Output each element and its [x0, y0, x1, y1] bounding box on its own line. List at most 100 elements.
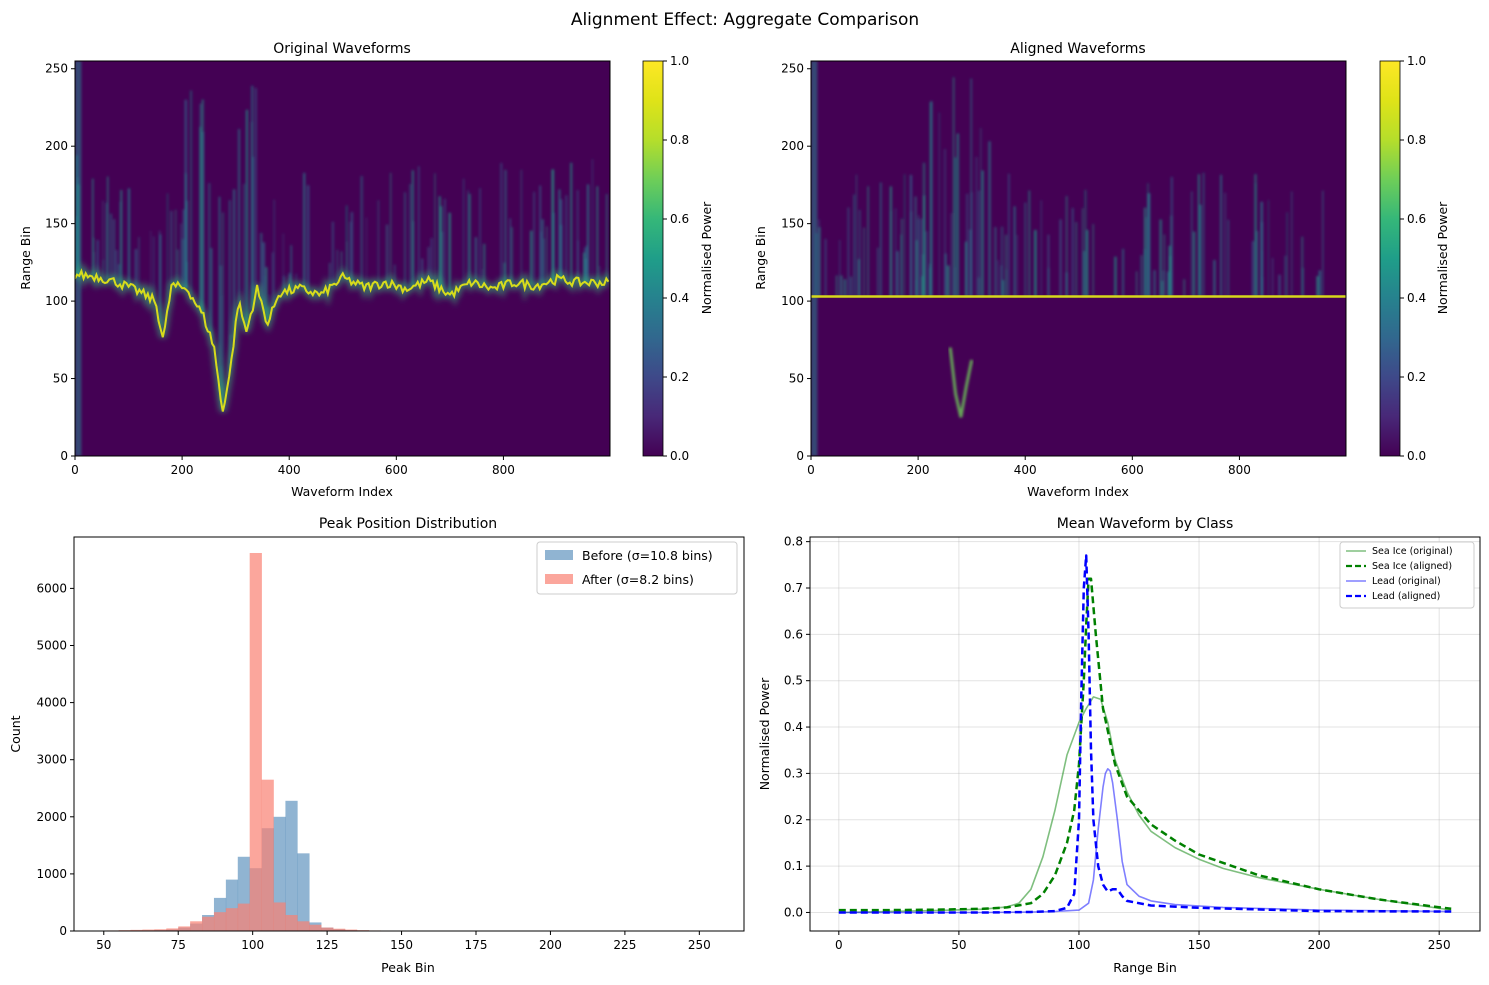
panel-mean-waveform-by-class: Mean Waveform by Class 0 50 100 150 200 250 0.…: [757, 516, 1481, 975]
legend-label-after: After (σ=8.2 bins): [582, 572, 694, 587]
panel-d-frame: [809, 536, 1481, 932]
heatmap-edge-column: [811, 61, 818, 456]
panel-b-heatmap-marks: [811, 61, 1346, 456]
panel-d-ylabel: Normalised Power: [757, 677, 772, 790]
figure-suptitle: Alignment Effect: Aggregate Comparison: [571, 10, 919, 30]
heatmap-ytick-label: 200: [781, 139, 804, 153]
histogram-xtick-label: 150: [390, 938, 413, 952]
heatmap-xtick-label: 200: [907, 463, 930, 477]
histogram-bar-after: [213, 912, 227, 931]
legend-label-seaice-aligned: Sea Ice (aligned): [1372, 561, 1452, 572]
histogram-bar-before: [285, 800, 298, 931]
heatmap-texture: [75, 61, 608, 456]
heatmap-texture: [811, 61, 1324, 456]
legend-label-lead-aligned: Lead (aligned): [1372, 591, 1440, 602]
histogram-xtick-label: 50: [96, 938, 111, 952]
legend-label-lead-original: Lead (original): [1372, 576, 1441, 587]
histogram-bar-after: [202, 916, 215, 931]
histogram-bar-after: [142, 929, 155, 931]
mean-waveform-ytick-label: 0.7: [784, 581, 803, 595]
heatmap-ytick-label: 50: [789, 372, 804, 386]
panel-c-title: Peak Position Distribution: [319, 516, 497, 532]
heatmap-ytick-label: 200: [45, 139, 68, 153]
panel-a-colorbar: [642, 60, 664, 457]
colorbar-tick-label: 0.4: [1407, 291, 1426, 305]
histogram-bar-after: [154, 929, 167, 931]
histogram-ytick-label: 6000: [36, 581, 67, 595]
panel-a-colorbar-label: Normalised Power: [699, 201, 714, 314]
histogram-bar-after: [309, 924, 322, 931]
panel-c-axes: 50 75 100 125 150 175 200 225 250 0 1000 2000 3000 40…: [36, 581, 710, 952]
colorbar-tick-label: 0.4: [670, 291, 689, 305]
panel-a-heatmap-marks: [75, 61, 610, 456]
histogram-xtick-label: 250: [688, 938, 711, 952]
mean-waveform-xtick-label: 100: [1068, 938, 1091, 952]
mean-waveform-xtick-label: 150: [1188, 938, 1211, 952]
mean-waveform-ytick-label: 0.8: [784, 535, 803, 549]
panel-c-xlabel: Peak Bin: [381, 960, 435, 975]
heatmap-ytick-label: 150: [45, 217, 68, 231]
mean-waveform-ytick-label: 0.5: [784, 674, 803, 688]
histogram-xtick-label: 125: [316, 938, 339, 952]
histogram-bar-after: [130, 929, 143, 931]
histogram-xtick-label: 200: [539, 938, 562, 952]
panel-a-title: Original Waveforms: [273, 41, 411, 57]
histogram-ytick-label: 5000: [36, 638, 67, 652]
panel-d-title: Mean Waveform by Class: [1057, 516, 1234, 532]
histogram-ytick-label: 4000: [36, 696, 67, 710]
heatmap-ytick-label: 100: [45, 294, 68, 308]
histogram-bar-after: [297, 921, 310, 931]
heatmap-xtick-label: 600: [385, 463, 408, 477]
histogram-bar-after: [178, 926, 191, 931]
colorbar-tick-label: 0.0: [670, 449, 689, 463]
panel-aligned-waveforms: Aligned Waveforms 0 200 400 600 800 0 50 100 150…: [753, 41, 1450, 499]
histogram-bar-after: [249, 552, 262, 931]
panel-c-bars: [106, 552, 524, 931]
colorbar-tick-label: 0.6: [1407, 212, 1426, 226]
panel-peak-position-distribution: Peak Position Distribution 50 75 100 125 150…: [8, 516, 745, 975]
heatmap-ytick-label: 250: [781, 62, 804, 76]
heatmap-ytick-label: 50: [53, 372, 68, 386]
histogram-bar-after: [225, 908, 239, 931]
colorbar-tick-label: 0.8: [670, 133, 689, 147]
heatmap-xtick-label: 400: [1014, 463, 1037, 477]
mean-waveform-ytick-label: 0.3: [784, 766, 803, 780]
mean-waveform-ytick-label: 0.6: [784, 627, 803, 641]
colorbar-tick-label: 0.2: [1407, 370, 1426, 384]
panel-c-frame: [73, 536, 745, 932]
panel-a-frame: [74, 60, 611, 457]
panel-a-ylabel: Range Bin: [18, 226, 33, 290]
histogram-bar-after: [237, 903, 250, 931]
mean-waveform-ytick-label: 0.4: [784, 720, 803, 734]
histogram-bar-after: [321, 927, 334, 931]
panel-b-xlabel: Waveform Index: [1027, 484, 1129, 499]
line-lead-original: [838, 768, 1452, 914]
panel-b-frame: [810, 60, 1347, 457]
histogram-ytick-label: 0: [59, 924, 67, 938]
heatmap-dip-trace: [948, 347, 974, 418]
mean-waveform-xtick-label: 50: [951, 938, 966, 952]
mean-waveform-ytick-label: 0.0: [784, 905, 803, 919]
mean-waveform-xtick-label: 0: [835, 938, 843, 952]
legend-box: [536, 541, 738, 595]
histogram-bar-after: [285, 915, 298, 931]
legend-swatch-before: [545, 550, 573, 560]
panel-b-colorbar: [1379, 60, 1401, 457]
heatmap-xtick-label: 0: [807, 463, 815, 477]
heatmap-xtick-label: 0: [71, 463, 79, 477]
panel-c-legend: Before (σ=10.8 bins) After (σ=8.2 bins): [536, 541, 738, 595]
heatmap-ytick-label: 250: [45, 62, 68, 76]
legend-label-seaice-original: Sea Ice (original): [1372, 546, 1453, 557]
legend-swatch-after: [545, 574, 573, 584]
heatmap-xtick-label: 800: [492, 463, 515, 477]
histogram-ytick-label: 3000: [36, 753, 67, 767]
colorbar-tick-label: 1.0: [1407, 54, 1426, 68]
heatmap-ytick-label: 150: [781, 217, 804, 231]
panel-a-heatmap-background: [75, 61, 610, 456]
panel-d-legend: Sea Ice (original) Sea Ice (aligned) Lea…: [1339, 541, 1475, 609]
colorbar-tick-label: 1.0: [670, 54, 689, 68]
panel-b-ylabel: Range Bin: [753, 226, 768, 290]
panel-b-colorbar-ticks: 0.0 0.2 0.4 0.6 0.8 1.0: [1400, 54, 1426, 463]
heatmap-xtick-label: 400: [278, 463, 301, 477]
